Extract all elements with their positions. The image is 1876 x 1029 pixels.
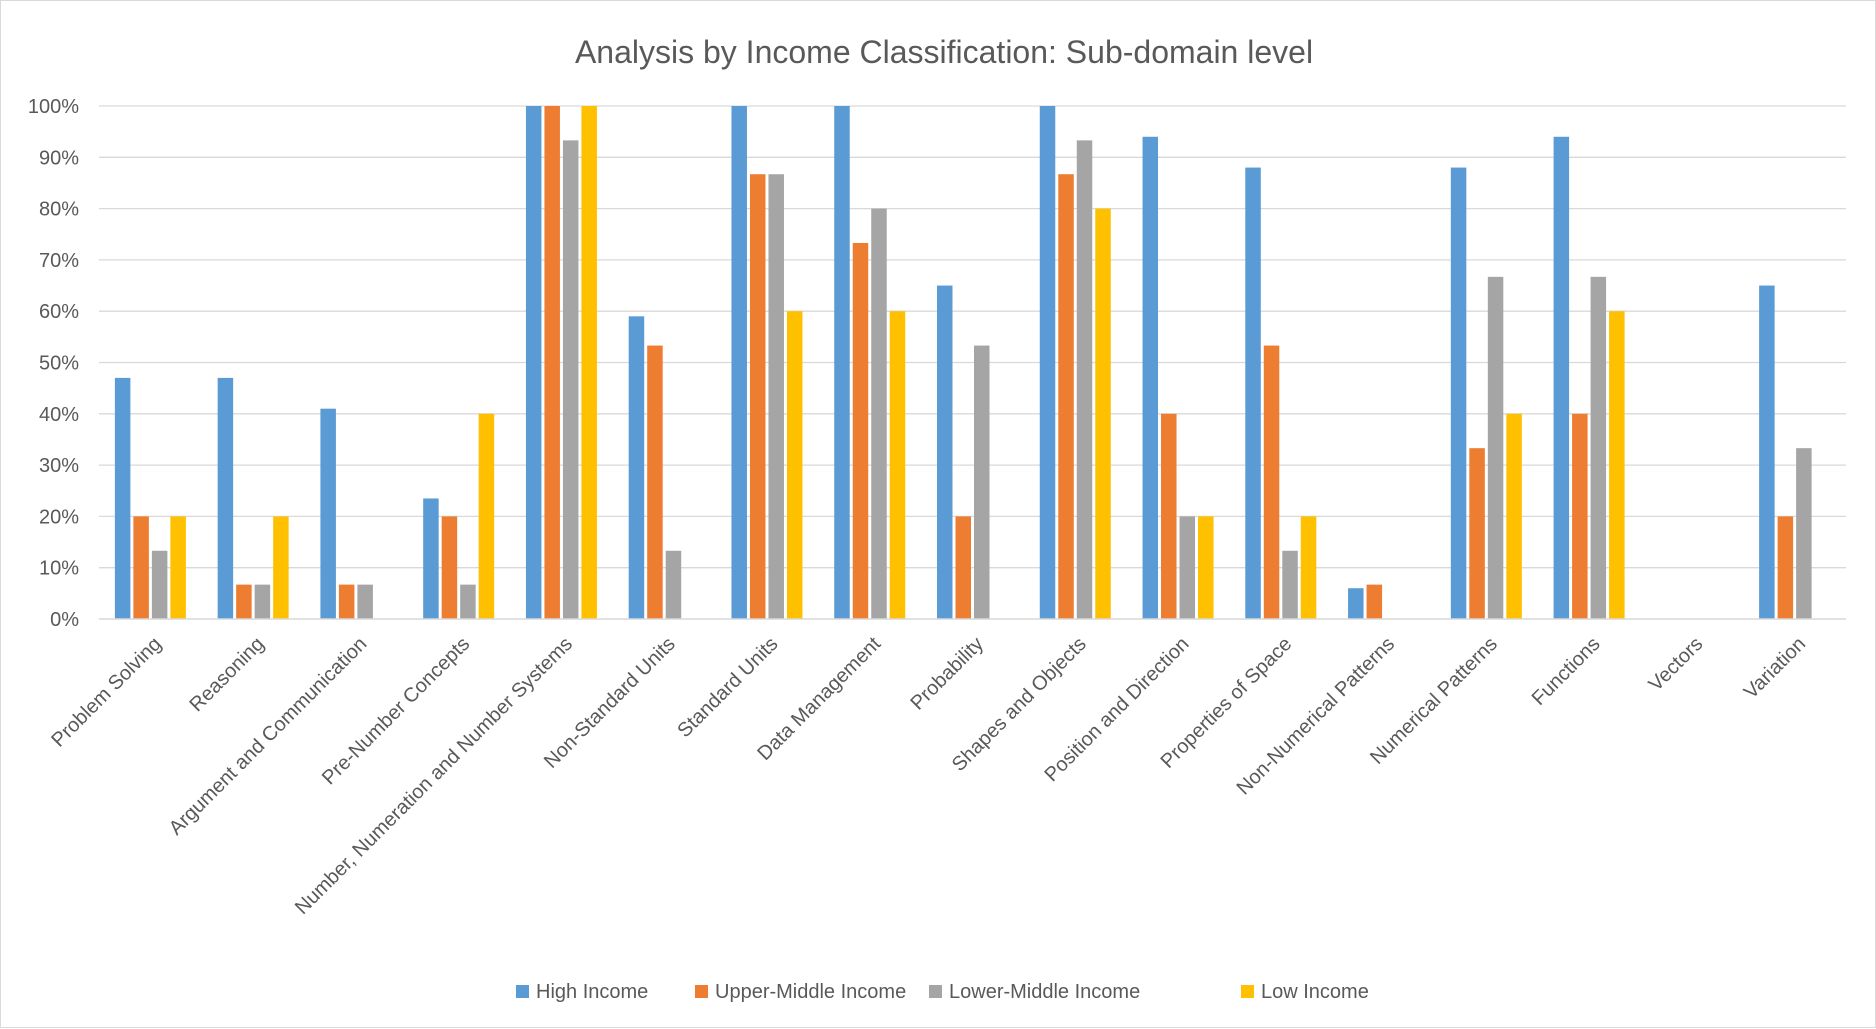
bar: [1553, 136, 1570, 619]
bar: [749, 174, 766, 619]
bar: [1282, 550, 1298, 619]
bar: [423, 498, 439, 619]
chart-title: Analysis by Income Classification: Sub-d…: [575, 34, 1313, 70]
y-tick-label: 50%: [39, 353, 79, 375]
legend-label: Low Income: [1261, 981, 1369, 1003]
legend-swatch: [929, 985, 942, 998]
bar: [1348, 588, 1364, 619]
bar: [1245, 167, 1261, 619]
legend-label: Lower-Middle Income: [949, 981, 1140, 1003]
x-tick-label: Reasoning: [186, 633, 269, 716]
bar: [217, 377, 234, 619]
bar: [834, 106, 850, 619]
legend-swatch: [1241, 985, 1254, 998]
bar: [1506, 413, 1522, 619]
bar: [1076, 140, 1093, 619]
x-tick-label: Argument and Communication: [165, 633, 372, 840]
bar: [1179, 516, 1196, 619]
y-tick-label: 40%: [39, 404, 79, 426]
bar: [974, 345, 990, 619]
bar: [1039, 106, 1056, 619]
bar: [1366, 584, 1383, 619]
bar: [1058, 174, 1074, 619]
bar: [1095, 208, 1111, 619]
bar: [151, 550, 168, 619]
y-tick-label: 70%: [39, 250, 79, 272]
bar: [889, 311, 906, 619]
bar: [320, 408, 336, 619]
bar: [768, 174, 784, 619]
bar: [1572, 413, 1588, 619]
y-tick-label: 90%: [39, 147, 79, 169]
legend-swatch: [695, 985, 708, 998]
bar: [525, 106, 542, 619]
y-tick-label: 0%: [50, 609, 79, 631]
x-tick-label: Variation: [1740, 633, 1810, 703]
bar: [1759, 285, 1775, 619]
gridlines: [99, 105, 1846, 569]
bar: [852, 242, 869, 619]
bar: [628, 316, 645, 619]
bar: [236, 584, 252, 619]
legend-swatch: [516, 985, 529, 998]
bar: [1609, 311, 1625, 619]
bar: [1796, 448, 1812, 619]
bar: [254, 584, 271, 619]
bar: [357, 584, 373, 619]
bar: [562, 140, 579, 619]
y-tick-label: 20%: [39, 506, 79, 528]
bar: [647, 345, 663, 619]
x-tick-label: Problem Solving: [47, 633, 166, 752]
bar: [1590, 276, 1607, 619]
bar: [1469, 448, 1485, 619]
bar: [581, 106, 597, 619]
y-tick-label: 100%: [28, 96, 79, 118]
bar: [665, 550, 682, 619]
bar: [1450, 167, 1467, 619]
y-tick-label: 30%: [39, 455, 79, 477]
bar: [170, 516, 186, 619]
y-tick-label: 80%: [39, 199, 79, 221]
x-tick-label: Vectors: [1645, 633, 1708, 696]
bar: [273, 516, 289, 619]
bar: [544, 106, 560, 619]
bar: [871, 208, 887, 619]
bar: [338, 584, 355, 619]
y-tick-label: 10%: [39, 558, 79, 580]
legend: High Income Upper-Middle Income Lower-Midd…: [516, 981, 1369, 1003]
x-tick-label: Standard Units: [673, 633, 782, 742]
bar: [478, 413, 495, 619]
bar: [1198, 516, 1214, 619]
bar: [460, 584, 476, 619]
bar: [114, 377, 131, 619]
x-tick-label: Functions: [1528, 633, 1605, 710]
bar: [1777, 516, 1794, 619]
bar: [1487, 276, 1504, 619]
y-axis-ticks: 0% 10% 20% 30% 40% 50% 60% 70% 80% 90% 100%: [28, 96, 79, 631]
bar: [1161, 413, 1177, 619]
bar: [1263, 345, 1280, 619]
bar: [1300, 516, 1317, 619]
y-tick-label: 60%: [39, 301, 79, 323]
legend-label: Upper-Middle Income: [715, 981, 906, 1003]
legend-label: High Income: [536, 981, 648, 1003]
bars: [114, 106, 1812, 619]
bar: [441, 516, 458, 619]
x-tick-label: Probability: [906, 633, 988, 715]
bar: [731, 106, 747, 619]
bar: [786, 311, 803, 619]
bar: [955, 516, 971, 619]
bar: [133, 516, 149, 619]
bar: [1142, 136, 1159, 619]
bar: [937, 285, 953, 619]
